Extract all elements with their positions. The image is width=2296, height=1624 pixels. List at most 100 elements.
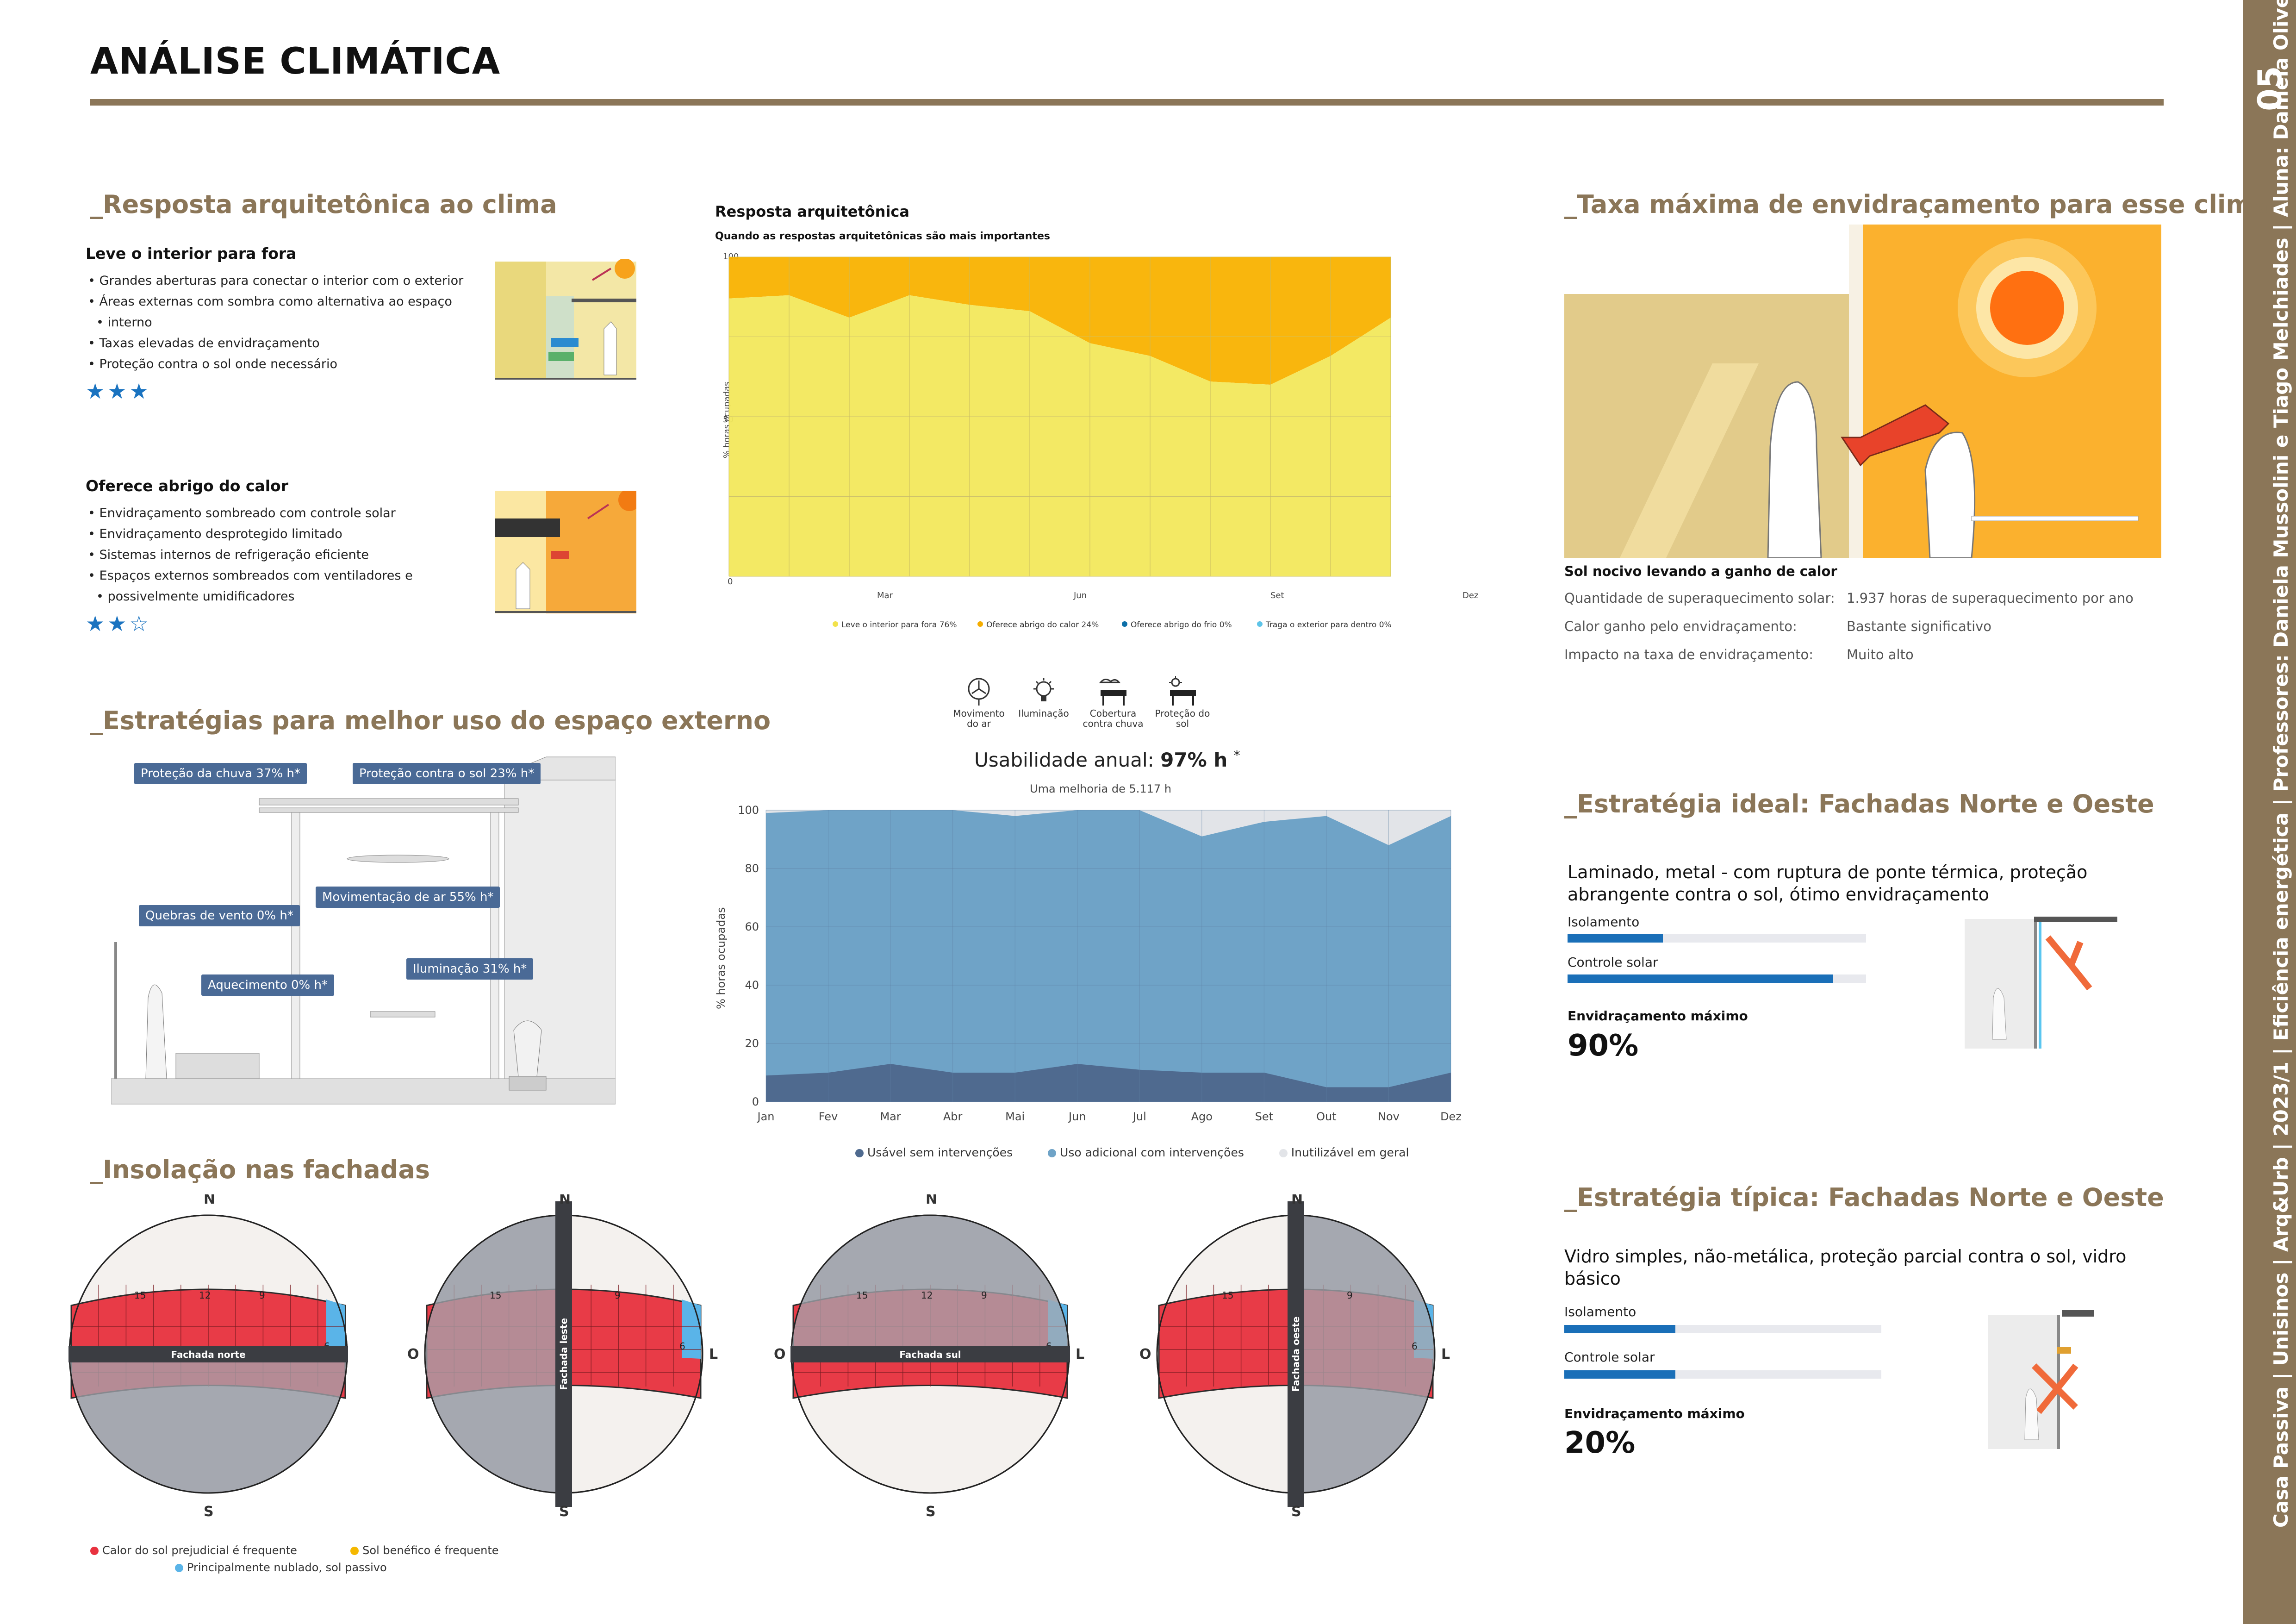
interior-illustration: [495, 259, 636, 380]
legend-swatch: [175, 1564, 183, 1572]
legend-swatch: [1048, 1149, 1057, 1157]
chart1: 100 50 0 % horas ocupadas Mar Jun Set De…: [722, 252, 1478, 630]
y-axis-label: % horas ocupadas: [715, 907, 728, 1009]
compass-s: S: [926, 1504, 936, 1520]
improvement-text: Uma melhoria de 5.117 h: [1030, 782, 1172, 795]
block1-stars: ★★★: [86, 379, 151, 404]
taxa-caption: Sol nocivo levando a ganho de calor: [1564, 563, 1837, 579]
x-tick: Set: [1270, 591, 1284, 600]
compass-n: N: [204, 1194, 215, 1207]
tipica-description: Vidro simples, não-metálica, proteção pa…: [1564, 1245, 2126, 1290]
facade-bar: [555, 1201, 572, 1507]
sun-protection-item: Proteção do sol: [1152, 676, 1213, 729]
ideal-window-illustration: [1965, 917, 2117, 1049]
list-item: interno: [88, 312, 486, 333]
hour-label: 15: [856, 1290, 868, 1301]
tipica-max-label: Envidraçamento máximo: [1564, 1406, 1745, 1421]
compass-o: O: [407, 1346, 419, 1362]
list-item: Grandes aberturas para conectar o interi…: [88, 270, 486, 291]
list-item: Taxas elevadas de envidraçamento: [88, 333, 486, 354]
tipica-desc-line: básico: [1564, 1268, 1621, 1289]
x-tick: Jul: [1132, 1110, 1146, 1123]
y-tick: 80: [745, 862, 759, 875]
usability-label: Usabilidade anual:: [974, 749, 1154, 771]
hour-label: 6: [1412, 1341, 1418, 1352]
x-tick: Jun: [1073, 591, 1087, 600]
tipica-max-value: 20%: [1564, 1426, 1636, 1460]
insolacao-heading: _Insolação nas fachadas: [90, 1155, 430, 1184]
ideal-description: Laminado, metal - com ruptura de ponte t…: [1568, 861, 2087, 906]
icon-label: Proteção do sol: [1155, 708, 1210, 729]
legend-item: Inutilizável em geral: [1291, 1146, 1409, 1159]
ideal-desc-line: Laminado, metal - com ruptura de ponte t…: [1568, 862, 2088, 882]
list-item: Envidraçamento desprotegido limitado: [88, 524, 486, 544]
sun-shade-icon: [1169, 676, 1196, 706]
facade-bar: [68, 1346, 348, 1362]
list-item: Sistemas internos de refrigeração eficie…: [88, 544, 486, 565]
compass-l: L: [1076, 1346, 1084, 1362]
side-credits: Casa Passiva | Unisinos | Arq&Urb | 2023…: [2270, 0, 2292, 1528]
chart1-title: Resposta arquitetônica: [715, 203, 909, 220]
bar-fill: [1564, 1370, 1675, 1379]
legend-item: Calor do sol prejudicial é frequente: [102, 1544, 297, 1557]
rain-cover-item: Cobertura contra chuva: [1078, 676, 1148, 729]
chart2-legend: Usável sem intervenções Uso adicional co…: [855, 1146, 1409, 1159]
area-series-heat-shelter: [729, 257, 1391, 385]
cloud-area: [682, 1299, 701, 1359]
sun-protection-label: Proteção contra o sol 23% h*: [353, 763, 541, 784]
compass-n: N: [926, 1194, 937, 1207]
taxa-key-2: Calor ganho pelo envidraçamento:: [1564, 618, 1797, 634]
ideal-isol-bar: [1568, 934, 1866, 943]
compass-l: L: [709, 1346, 718, 1362]
hour-label: 9: [259, 1290, 265, 1301]
icon-label: Iluminação: [1018, 708, 1069, 719]
area-series-additional: [766, 810, 1451, 1102]
block1-title: Leve o interior para fora: [86, 244, 297, 262]
estrategias-heading: _Estratégias para melhor uso do espaço e…: [90, 706, 771, 735]
insolacao-legend-1: Calor do sol prejudicial é frequente Sol…: [90, 1544, 499, 1557]
icons-row: Movimento do ar Iluminação Cobertura con…: [949, 676, 1254, 741]
list-item: Envidraçamento sombreado com controle so…: [88, 503, 486, 524]
ideal-ctrl-label: Controle solar: [1568, 955, 1658, 970]
shade-overlay: [1296, 1215, 1435, 1493]
shelter-illustration: [495, 491, 636, 613]
x-tick: Abr: [943, 1110, 963, 1123]
tipica-ctrl-bar: [1564, 1370, 1881, 1379]
usability-line: Usabilidade anual: 97% h *: [974, 748, 1240, 771]
area-series-outdoor: [729, 295, 1391, 576]
legend-item: Principalmente nublado, sol passivo: [187, 1561, 387, 1574]
legend-swatch: [1279, 1149, 1288, 1157]
bar-fill: [1568, 934, 1663, 943]
usability-asterisk: *: [1233, 748, 1240, 763]
ideal-ctrl-bar: [1568, 974, 1866, 983]
x-tick: Dez: [1462, 591, 1478, 600]
cloud-area: [326, 1299, 345, 1359]
x-tick: Ago: [1191, 1110, 1213, 1123]
sunpath-row: 15 12 9 6 Fachada norte N S O 15 12 9 6 Fachada lest…: [52, 1191, 1462, 1528]
block2-stars: ★★☆: [86, 611, 151, 636]
legend-item: Sol benéfico é frequente: [362, 1544, 499, 1557]
list-item: possivelmente umidificadores: [88, 586, 486, 607]
hour-label: 6: [679, 1341, 685, 1352]
title-rule: [90, 99, 2164, 106]
hour-label: 15: [134, 1290, 146, 1301]
air-movement-label: Movimentação de ar 55% h*: [316, 887, 500, 908]
taxa-value-3: Muito alto: [1847, 647, 1914, 662]
legend-item: Traga o exterior para dentro 0%: [1265, 620, 1392, 630]
x-tick: Out: [1316, 1110, 1337, 1123]
rain-cover-icon: [1099, 679, 1126, 706]
x-tick: Mar: [877, 591, 893, 600]
resposta-heading: _Resposta arquitetônica ao clima: [90, 190, 557, 219]
y-tick: 60: [745, 920, 759, 933]
taxa-key-3: Impacto na taxa de envidraçamento:: [1564, 647, 1814, 662]
y-tick: 0: [728, 577, 733, 587]
block2-title: Oferece abrigo do calor: [86, 477, 289, 495]
y-tick: 0: [752, 1095, 759, 1108]
lighting-item: Iluminação: [1014, 676, 1074, 718]
shade-overlay: [69, 1354, 347, 1493]
hour-label: 9: [1347, 1290, 1353, 1301]
list-item: Espaços externos sombreados com ventilad…: [88, 565, 486, 586]
heating-label: Aquecimento 0% h*: [201, 974, 334, 996]
